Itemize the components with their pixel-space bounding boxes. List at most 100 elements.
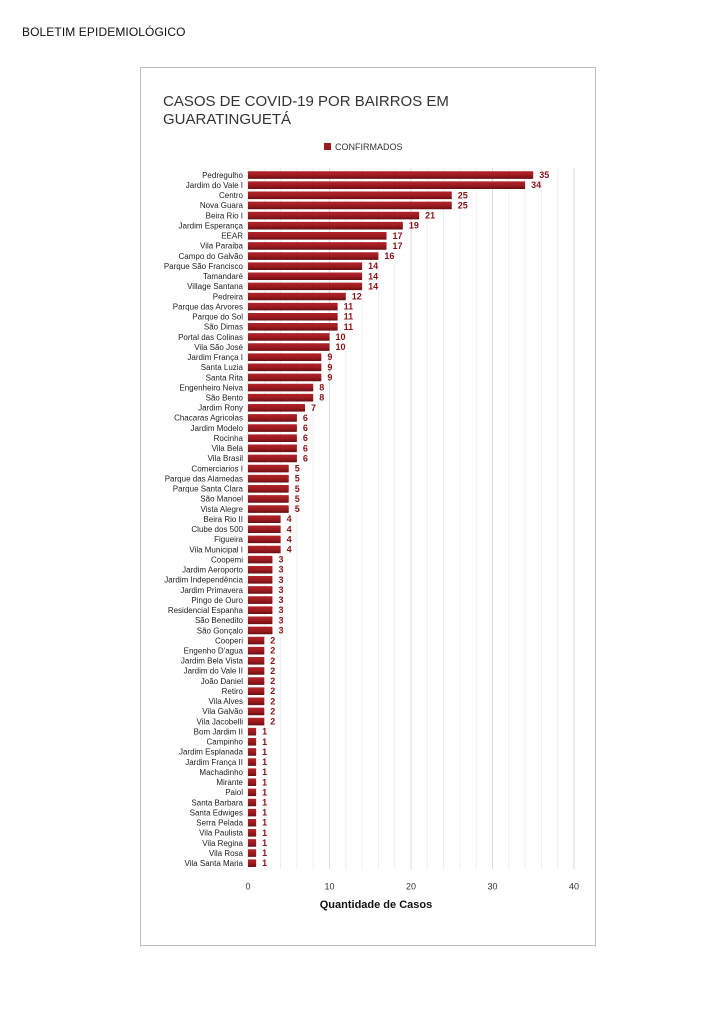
- value-label: 3: [278, 575, 283, 585]
- category-label: Santa Rita: [206, 373, 244, 382]
- bar: [248, 353, 322, 362]
- value-label: 9: [327, 352, 332, 362]
- category-label: Vila Galvão: [202, 707, 243, 716]
- value-label: 5: [295, 494, 300, 504]
- category-label: Jardim Modelo: [191, 424, 244, 433]
- value-label: 3: [278, 585, 283, 595]
- bar: [248, 535, 281, 544]
- category-label: Serra Pelada: [196, 819, 243, 828]
- category-label: Engenho D'agua: [184, 647, 244, 656]
- value-label: 1: [262, 737, 267, 747]
- category-label: Machadinho: [199, 768, 243, 777]
- category-label: Vila Alves: [208, 697, 243, 706]
- value-label: 1: [262, 858, 267, 868]
- bar: [248, 312, 338, 321]
- category-label: Portal das Colinas: [178, 333, 243, 342]
- bar: [248, 333, 330, 341]
- bar: [248, 505, 289, 513]
- bar: [248, 829, 257, 837]
- category-label: EEAR: [221, 232, 243, 241]
- category-label: Vila Brasil: [208, 454, 244, 463]
- category-label: Beira Rio II: [203, 515, 243, 524]
- value-label: 5: [295, 464, 300, 474]
- value-label: 5: [295, 474, 300, 484]
- category-label: Jardim Aeroporto: [182, 566, 243, 575]
- category-label: Santa Barbara: [191, 798, 243, 807]
- category-label: Retiro: [222, 687, 244, 696]
- chart-title-line-1: CASOS DE COVID-19 POR BAIRROS EM: [163, 93, 449, 110]
- bar: [248, 292, 346, 301]
- value-label: 2: [270, 686, 275, 696]
- category-label: Parque Santa Clara: [173, 485, 244, 494]
- legend-swatch: [324, 143, 331, 150]
- bar: [248, 687, 265, 695]
- category-label: Vila São José: [194, 343, 243, 352]
- bar: [248, 484, 289, 493]
- value-label: 10: [336, 342, 346, 352]
- bar: [248, 646, 265, 655]
- category-label: São Bento: [206, 394, 244, 403]
- value-label: 34: [531, 180, 541, 190]
- value-label: 14: [368, 281, 378, 291]
- category-label: Coopemi: [211, 555, 243, 564]
- category-label: São Gonçalo: [197, 626, 244, 635]
- category-label: Comerciarios I: [191, 464, 243, 473]
- value-label: 9: [327, 372, 332, 382]
- value-label: 1: [262, 848, 267, 858]
- value-label: 35: [539, 170, 549, 180]
- value-label: 4: [287, 545, 292, 555]
- category-label: Jardim Esplanada: [179, 748, 244, 757]
- category-label: Santa Luzia: [201, 363, 244, 372]
- bar: [248, 697, 265, 706]
- bar: [248, 171, 534, 179]
- bar: [248, 576, 273, 584]
- value-label: 9: [327, 362, 332, 372]
- bar: [248, 404, 306, 412]
- value-label: 3: [278, 615, 283, 625]
- bar: [248, 737, 257, 746]
- category-label: São Manoel: [200, 495, 243, 504]
- bar: [248, 606, 273, 615]
- bar: [248, 758, 257, 766]
- value-label: 2: [270, 666, 275, 676]
- bar: [248, 373, 322, 382]
- category-label: Nova Guara: [200, 201, 244, 210]
- value-label: 8: [319, 383, 324, 393]
- category-label: Tamandaré: [203, 272, 244, 281]
- x-tick-label: 20: [406, 881, 416, 891]
- x-tick-label: 0: [245, 881, 250, 891]
- category-label: Parque São Francisco: [164, 262, 244, 271]
- category-label: Vila Regina: [202, 839, 243, 848]
- legend-label: CONFIRMADOS: [335, 142, 403, 152]
- bar: [248, 586, 273, 594]
- category-label: São Dimas: [204, 323, 243, 332]
- category-label: Vista Alegre: [200, 505, 243, 514]
- bar: [248, 302, 338, 311]
- bar: [248, 191, 452, 200]
- value-label: 6: [303, 443, 308, 453]
- category-label: Campo do Galvão: [179, 252, 244, 261]
- bar: [248, 818, 257, 827]
- value-label: 6: [303, 453, 308, 463]
- bar: [248, 262, 363, 270]
- value-label: 3: [278, 595, 283, 605]
- value-label: 1: [262, 808, 267, 818]
- bar: [248, 424, 297, 432]
- value-label: 19: [409, 221, 419, 231]
- category-label: São Benedito: [195, 616, 244, 625]
- category-label: Vila Santa Maria: [184, 859, 243, 868]
- category-label: Jardim Esperança: [179, 221, 244, 230]
- bar: [248, 515, 281, 523]
- bar: [248, 464, 289, 473]
- value-label: 2: [270, 717, 275, 727]
- bar: [248, 434, 297, 442]
- category-label: Jardim Independência: [164, 576, 243, 585]
- bar: [248, 727, 257, 736]
- chart-title-line-2: GUARATINGUETÁ: [163, 111, 291, 128]
- category-label: Jardim do Vale II: [184, 667, 243, 676]
- value-label: 25: [458, 200, 468, 210]
- value-label: 25: [458, 190, 468, 200]
- bar: [248, 252, 379, 260]
- value-label: 4: [287, 524, 292, 534]
- bar: [248, 768, 257, 776]
